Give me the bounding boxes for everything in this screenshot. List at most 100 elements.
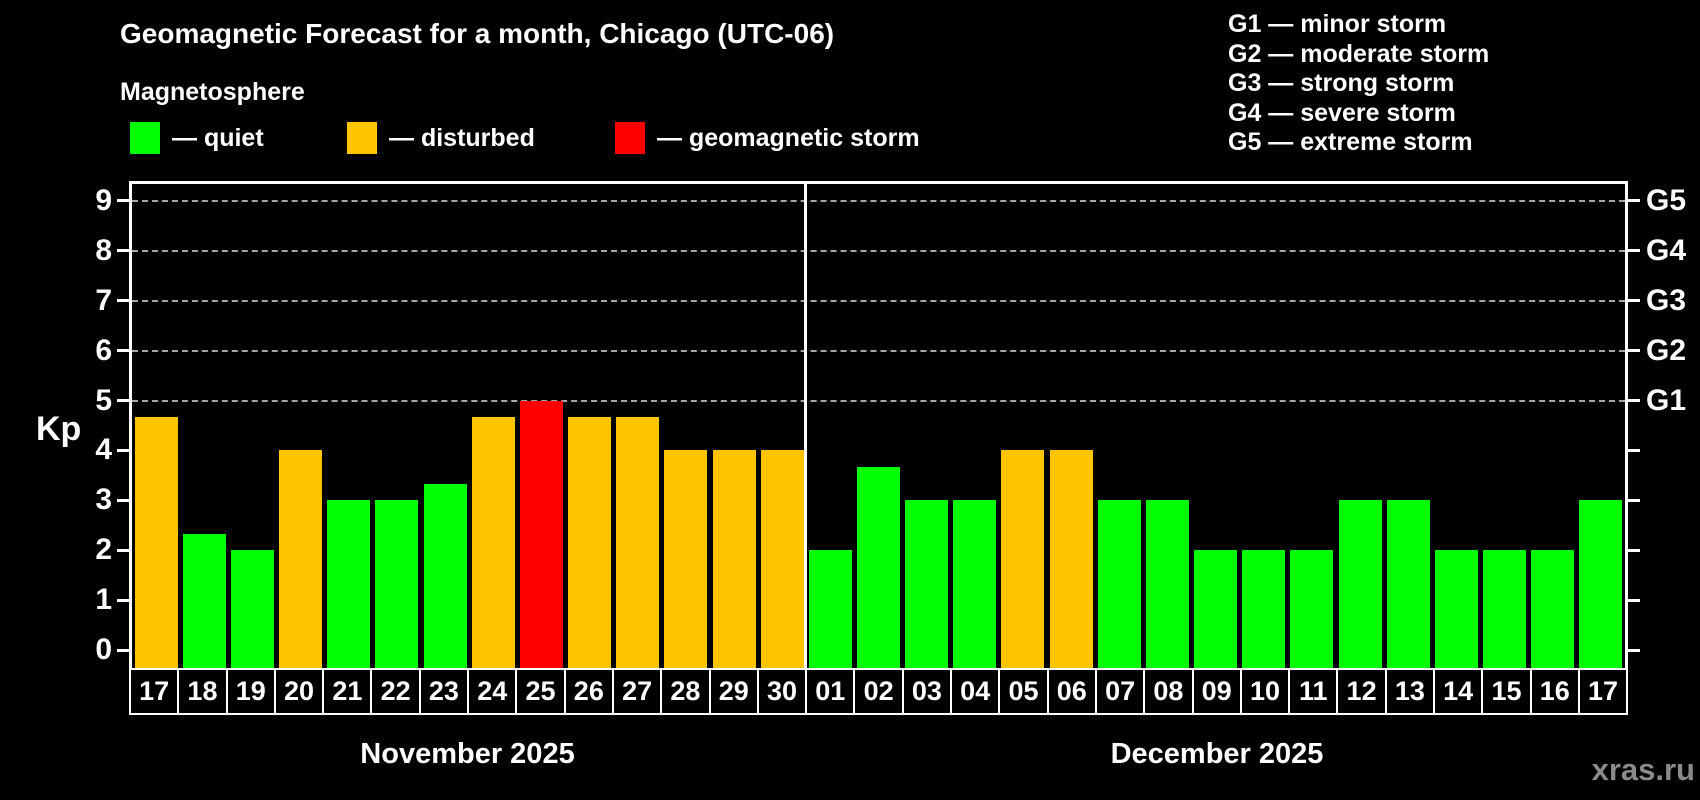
kp-bar-nov-19 [230,550,274,668]
gridline-kp7 [132,299,1625,302]
g-scale-line-g3: G3 — strong storm [1228,69,1455,97]
chart-title: Geomagnetic Forecast for a month, Chicag… [120,18,835,49]
legend-item-quiet: — quiet [130,121,264,155]
kp-bar-nov-18 [182,533,226,668]
y-tick-label-8: 8 [95,233,112,267]
disturbed-swatch-icon [347,122,377,154]
g-scale-line-g1: G1 — minor storm [1228,10,1447,38]
kp-bar-dec-05 [1001,450,1045,668]
date-cell: 22 [370,668,421,715]
kp-bar-dec-16 [1531,550,1575,668]
kp-bar-nov-17 [134,416,178,668]
kp-bar-nov-22 [375,500,419,668]
date-cell: 21 [322,668,373,715]
y-tick-label-1: 1 [95,583,112,617]
date-cell: 09 [1191,668,1242,715]
date-cell: 07 [1094,668,1146,715]
kp-bar-nov-21 [327,500,371,668]
date-cell: 16 [1529,668,1580,715]
right-axis-label-g5: G5 [1646,183,1687,217]
right-tick-kp9 [1628,199,1640,203]
left-tick-kp9 [117,199,129,203]
date-cell: 12 [1336,668,1387,715]
kp-bar-nov-28 [664,450,708,668]
right-axis-label-g1: G1 [1646,383,1687,417]
date-cell: 25 [515,668,566,715]
date-cell: 11 [1288,668,1339,715]
chart-subtitle: Magnetosphere [120,78,305,106]
date-axis-row: 17 18 19 20 21 22 23 24 25 26 27 28 29 30 01 02 03 04 05 06… [129,668,1629,715]
month-separator-line [804,184,807,668]
date-cell: 28 [660,668,711,715]
kp-bar-nov-23 [423,483,467,668]
kp-bar-dec-13 [1386,500,1430,668]
g-scale-line-g5: G5 — extreme storm [1228,128,1473,156]
date-cell: 23 [418,668,470,715]
date-cell: 01 [805,668,856,715]
kp-bar-dec-01 [808,550,852,668]
date-cell: 10 [1239,668,1291,715]
kp-bar-dec-11 [1290,550,1334,668]
date-cell: 17 [1577,668,1629,715]
legend-item-disturbed: — disturbed [347,121,535,155]
y-tick-label-0: 0 [95,633,112,666]
storm-swatch-icon [615,122,645,154]
g-scale-legend: G1 — minor storm G2 — moderate storm G3 — … [1228,10,1489,158]
right-axis-label-g2: G2 [1646,333,1687,367]
left-tick-kp4 [117,448,129,452]
month-label-november: November 2025 [360,738,575,770]
kp-bar-nov-25 [519,400,563,668]
kp-bar-dec-09 [1194,550,1238,668]
g-scale-line-g2: G2 — moderate storm [1228,39,1490,68]
date-cell: 15 [1481,668,1532,715]
left-tick-kp7 [117,299,129,303]
y-tick-label-3: 3 [95,483,112,517]
date-cell: 19 [225,668,276,715]
right-axis-label-g4: G4 [1646,233,1687,267]
month-label-december: December 2025 [1110,738,1324,770]
kp-bar-nov-29 [712,450,756,668]
kp-bar-dec-08 [1145,500,1189,668]
date-cell: 06 [1046,668,1097,715]
kp-bar-dec-04 [953,500,997,668]
date-cell: 04 [950,668,1001,715]
y-tick-label-4: 4 [95,433,112,467]
kp-bar-dec-02 [857,466,900,668]
left-tick-kp6 [117,349,129,353]
kp-bar-dec-12 [1338,500,1382,668]
watermark: xras.ru [1591,752,1695,787]
date-cell: 17 [129,668,180,715]
date-cell: 05 [998,668,1049,715]
legend-item-label: — disturbed [389,123,535,152]
kp-bar-dec-14 [1434,550,1478,668]
date-cell: 27 [611,668,663,715]
date-cell: 30 [756,668,808,715]
kp-bar-nov-27 [616,416,660,668]
right-tick-kp5 [1628,399,1640,402]
bars-layer [132,184,1625,668]
right-tick-kp2 [1628,548,1640,552]
legend-item-label: — geomagnetic storm [657,123,920,152]
right-tick-kp1 [1628,598,1640,602]
y-axis-label: Kp [36,410,82,448]
right-tick-kp6 [1628,349,1640,353]
kp-bar-nov-20 [279,450,323,668]
right-tick-kp7 [1628,299,1640,303]
gridlines-layer [132,184,1625,668]
left-tick-kp8 [117,249,129,253]
right-tick-kp0 [1628,648,1640,652]
right-tick-kp8 [1628,249,1640,253]
date-cell: 14 [1433,668,1484,715]
gridline-kp6 [132,349,1625,352]
date-cell: 20 [273,668,325,715]
right-axis-label-g3: G3 [1646,283,1687,317]
date-cell: 29 [708,668,759,715]
right-tick-kp4 [1628,448,1640,452]
date-cell: 24 [467,668,518,715]
date-cell: 13 [1384,668,1436,715]
kp-bar-dec-06 [1049,450,1093,668]
date-cell: 03 [901,668,953,715]
left-tick-kp3 [117,498,129,502]
date-cell: 08 [1143,668,1194,715]
